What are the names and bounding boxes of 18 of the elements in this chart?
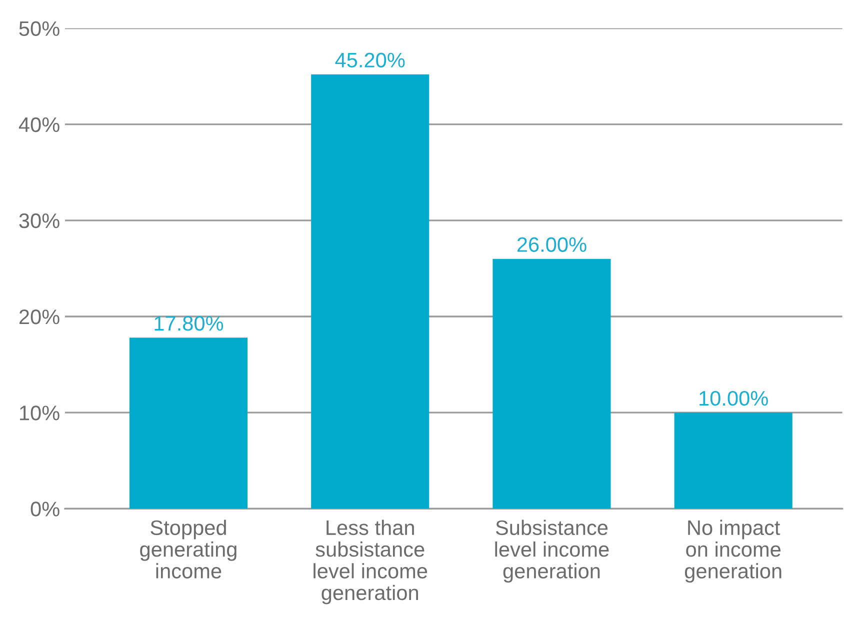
x-tick-label: Stopped generating income [140, 520, 236, 578]
y-tick-label: 10% [20, 406, 60, 420]
data-label: 17.80% [154, 316, 224, 331]
data-label: 26.00% [517, 237, 586, 252]
bar [311, 74, 430, 509]
y-tick-label: 30% [19, 213, 60, 228]
data-label: 45.20% [335, 52, 405, 68]
y-tick-label: 50% [19, 21, 60, 36]
y-tick-label: 20% [19, 310, 60, 324]
y-tick-label: 0% [30, 502, 60, 516]
y-tick-label: 40% [18, 117, 60, 132]
bar [492, 258, 611, 509]
data-label: 10.00% [700, 390, 768, 406]
x-tick-label: Less than subsistance level income generation [314, 520, 428, 604]
bar [674, 412, 792, 509]
bar [129, 338, 248, 509]
x-tick-label: No impact on income generation [684, 520, 782, 583]
x-tick-label: Subsistance level income generation [495, 520, 609, 583]
